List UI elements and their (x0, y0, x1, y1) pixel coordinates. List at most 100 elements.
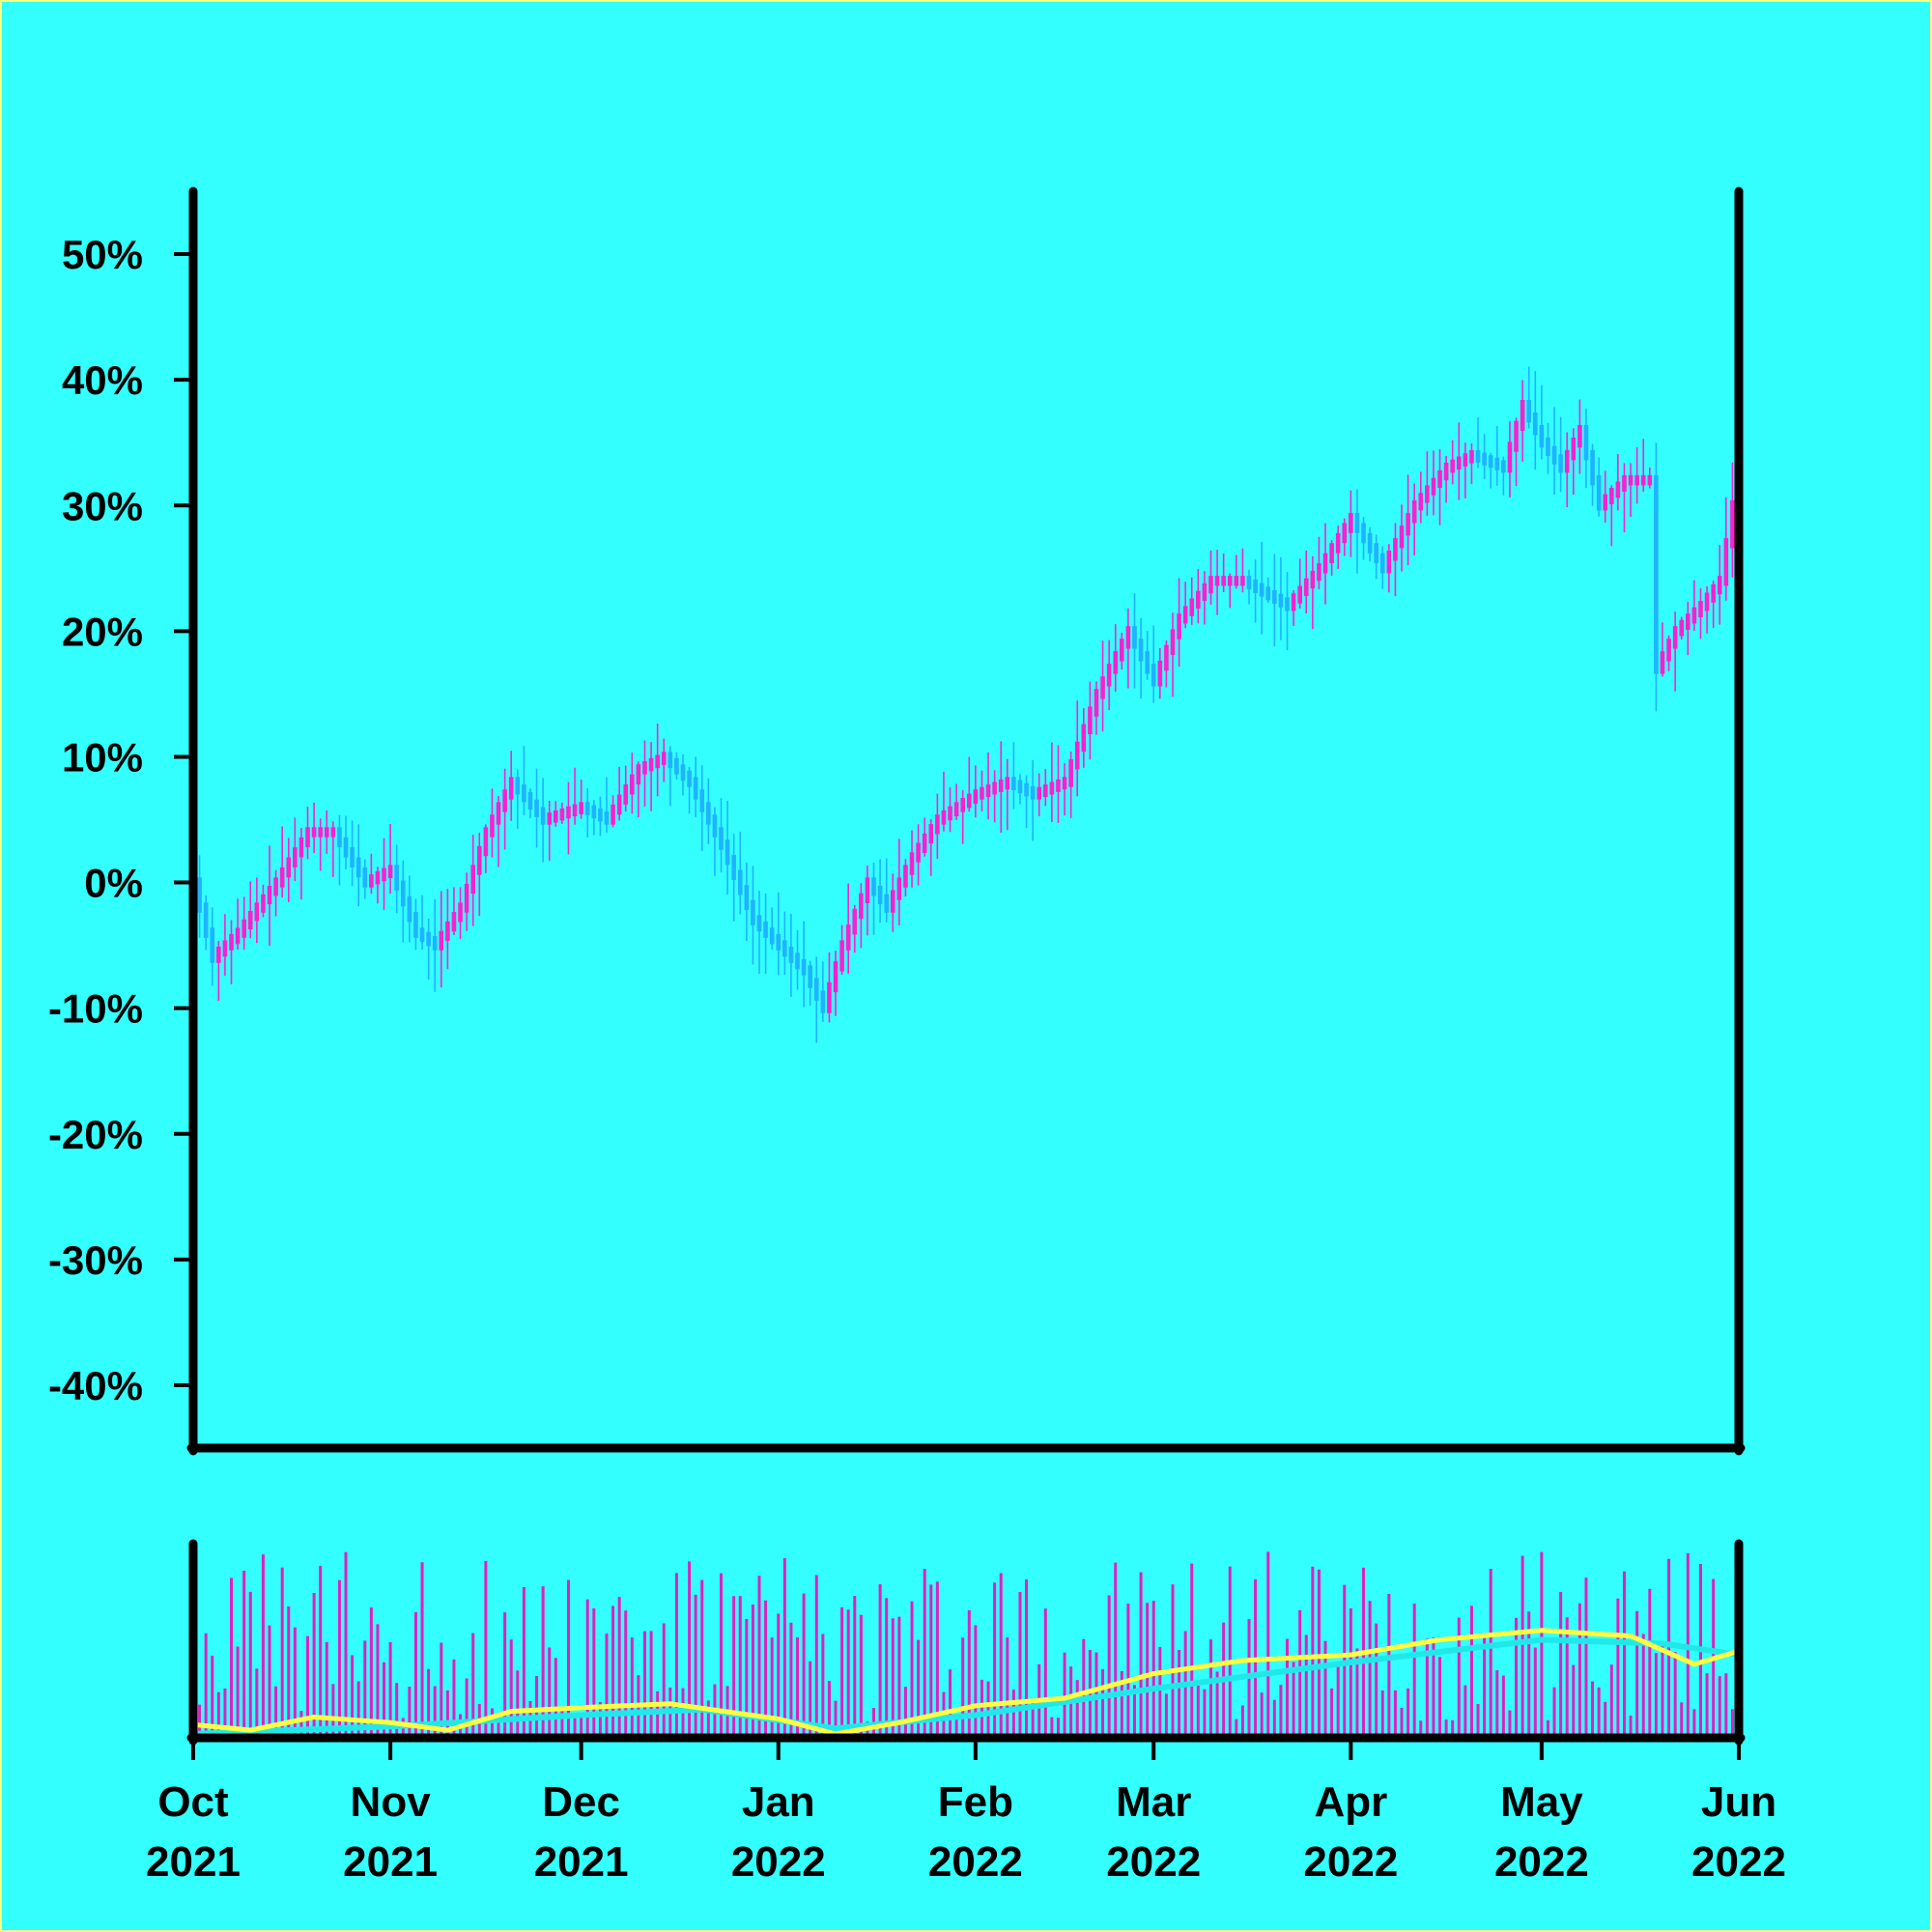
volume-bar (1604, 1701, 1607, 1734)
candle-body (216, 946, 221, 963)
candle-body (1322, 553, 1328, 574)
candle-body (1571, 437, 1577, 461)
volume-bar (859, 1614, 863, 1734)
x-tick-label-month: Feb (938, 1778, 1013, 1826)
candle-body (1418, 493, 1424, 511)
volume-bar (388, 1641, 392, 1734)
volume-panel: Oct 2021 Nov 2021 Dec 2021 Jan 2022 Feb 2022 Mar 20… (146, 1539, 1786, 1886)
volume-bar (325, 1641, 328, 1734)
price-panel: 50% 40% 30% 20% 10% 0% -10% -20% -30% -40% (48, 186, 1746, 1456)
candle-body (706, 802, 711, 825)
candle-body (350, 847, 355, 867)
volume-bar (420, 1562, 424, 1734)
candle-body (1654, 475, 1659, 674)
candle-body (293, 847, 298, 867)
volume-bar (1457, 1617, 1461, 1734)
candle-body (1024, 782, 1029, 797)
candle-body (941, 810, 947, 825)
volume-bar (1304, 1634, 1308, 1734)
candle-body (1469, 450, 1474, 464)
volume-bar (395, 1683, 399, 1734)
volume-bar (1311, 1566, 1315, 1734)
volume-bar (413, 1611, 417, 1734)
volume-bar (255, 1668, 259, 1734)
candle-body (674, 757, 679, 775)
candle-body (362, 867, 368, 888)
candle-body (1406, 513, 1410, 536)
volume-bar (1063, 1652, 1066, 1734)
candle-body (1170, 629, 1176, 656)
candle-body (273, 877, 278, 896)
volume-bar (1286, 1638, 1290, 1734)
candle-body (267, 886, 272, 905)
candle-body (1037, 786, 1042, 800)
candle-body (203, 902, 209, 938)
volume-bar (1501, 1675, 1505, 1734)
candle-body (751, 899, 755, 925)
candle-body (1138, 639, 1144, 662)
volume-bar (1463, 1685, 1467, 1734)
candle-body (1532, 412, 1538, 436)
volume-bar (1673, 1652, 1677, 1734)
volume-bar (1368, 1601, 1372, 1734)
candle-body (884, 894, 889, 913)
volume-bar (917, 1639, 921, 1734)
volume-bar (248, 1591, 252, 1734)
candle-body (407, 895, 412, 923)
volume-bar (674, 1573, 678, 1734)
candle-body (1259, 582, 1264, 597)
volume-bar (961, 1637, 965, 1734)
candle-body (311, 827, 317, 838)
candle-body (1558, 454, 1563, 473)
candle-body (1043, 784, 1048, 798)
candle-body (426, 931, 431, 947)
x-tick-label-month: Dec (542, 1778, 620, 1826)
candle-body (1310, 570, 1316, 589)
x-tick-label-year: 2022 (1691, 1838, 1786, 1886)
x-tick-label-month: Jan (742, 1778, 815, 1826)
candle-body (1679, 619, 1685, 637)
volume-bar (1139, 1572, 1143, 1734)
volume-bar (662, 1623, 666, 1734)
volume-bar (1552, 1687, 1556, 1734)
candle-body (661, 752, 667, 765)
volume-bar (1622, 1571, 1626, 1734)
volume-bar (821, 1634, 825, 1734)
x-tick-label-month: May (1500, 1778, 1583, 1826)
volume-bar (1661, 1643, 1664, 1734)
moving-average-slow (192, 1636, 1740, 1737)
candle-body (1227, 576, 1233, 586)
volume-bar (484, 1560, 488, 1734)
volume-bar (751, 1605, 754, 1734)
candle-body (1379, 553, 1385, 574)
candle-body (813, 978, 819, 1001)
volume-bar (1451, 1719, 1455, 1734)
candle-body (712, 814, 718, 838)
volume-bar (1609, 1664, 1613, 1734)
candle-body (1463, 453, 1468, 467)
candle-body (1113, 651, 1119, 674)
candle-body (1234, 576, 1239, 586)
candle-body (1634, 475, 1639, 486)
volume-bar (242, 1571, 246, 1734)
volume-bar (764, 1600, 768, 1734)
candle-body (1062, 777, 1067, 790)
candle-body (776, 933, 781, 951)
candle-body (387, 865, 393, 878)
candle-body (687, 770, 692, 787)
candle-body (476, 845, 482, 875)
moving-average-fast (192, 1628, 1740, 1737)
candle-body (343, 837, 349, 858)
candle-body (922, 833, 927, 853)
volume-bar (356, 1681, 360, 1734)
candle-body (1437, 469, 1442, 489)
candle-body (330, 827, 336, 838)
candle-body (1278, 593, 1284, 608)
volume-bar (1164, 1693, 1168, 1734)
candle-body (1196, 590, 1201, 609)
x-tick-label-year: 2022 (1303, 1838, 1398, 1886)
volume-bar (897, 1616, 901, 1734)
volume-bar (688, 1561, 692, 1734)
volume-bar (1006, 1637, 1009, 1734)
volume-bar (331, 1684, 335, 1734)
